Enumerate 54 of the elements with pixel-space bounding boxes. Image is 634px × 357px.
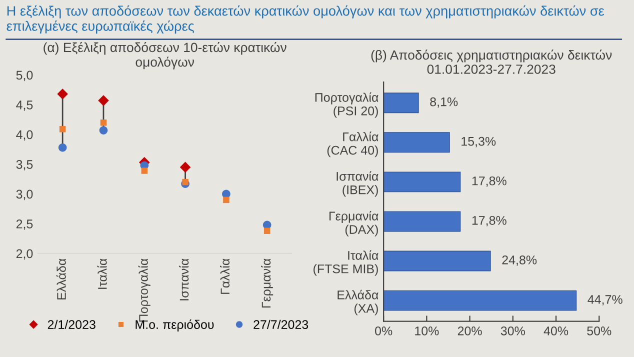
data-label: 24,8% bbox=[502, 256, 537, 266]
chart-title: (β) Αποδόσεις χρηματιστηριακών δεικτών 01.01.2023-27.7.2023 bbox=[371, 50, 612, 74]
y-tick-label: Πορτογαλία (PSI 20) bbox=[315, 92, 378, 118]
data-label: 17,8% bbox=[472, 216, 506, 226]
x-tick-label: 50% bbox=[587, 326, 612, 336]
point bbox=[223, 196, 230, 204]
y-tick-label: Γερμανία (DAX) bbox=[329, 210, 378, 236]
y-tick-label: 3,0 bbox=[16, 190, 33, 200]
point bbox=[57, 88, 68, 100]
bar bbox=[384, 290, 577, 311]
x-tick-label: Γερμανία bbox=[261, 258, 274, 308]
y-tick-label: 2,0 bbox=[16, 249, 33, 260]
x-tick-label: Ιταλία bbox=[97, 258, 107, 289]
x-tick-label: Ελλάδα bbox=[56, 258, 66, 300]
point bbox=[59, 126, 66, 132]
y-tick-label: 2,5 bbox=[16, 220, 33, 230]
point bbox=[98, 95, 109, 106]
data-label: 8,1% bbox=[430, 97, 458, 108]
y-tick-label: Ελλάδα (ΧΑ) bbox=[338, 290, 378, 316]
y-tick-label: Ισπανία (IBEX) bbox=[336, 171, 378, 197]
point bbox=[58, 143, 67, 152]
x-tick-label: 30% bbox=[500, 326, 525, 336]
y-tick-label: 3,5 bbox=[16, 160, 33, 170]
point bbox=[100, 119, 107, 126]
bar bbox=[384, 250, 491, 272]
point bbox=[180, 162, 191, 173]
x-tick-label: 10% bbox=[415, 326, 439, 336]
y-tick-label: Γαλλία (CAC 40) bbox=[327, 132, 378, 158]
y-tick-label: Ιταλία (FTSE MIB) bbox=[314, 250, 378, 276]
x-tick-label: 20% bbox=[458, 326, 482, 336]
data-label: 15,3% bbox=[462, 136, 496, 148]
point bbox=[182, 178, 188, 186]
point bbox=[264, 228, 270, 234]
legend-label: 2/1/2023 bbox=[48, 320, 96, 329]
x-tick-label: 40% bbox=[544, 326, 568, 336]
bar bbox=[384, 92, 419, 114]
y-tick-label: 4,5 bbox=[16, 100, 33, 111]
legend-label: 27/7/2023 bbox=[254, 320, 308, 329]
y-tick-label: 4,0 bbox=[16, 130, 33, 141]
y-tick-label: 5,0 bbox=[16, 70, 33, 82]
x-tick-label: Πορτογαλία bbox=[138, 258, 150, 322]
data-label: 17,8% bbox=[472, 176, 506, 187]
bar bbox=[384, 172, 461, 192]
chart-title: (α) Εξέλιξη αποδόσεων 10-ετών κρατικών ομολόγων bbox=[44, 42, 286, 70]
legend-label: Μ.ο. περιόδου bbox=[136, 319, 214, 332]
x-tick-label: 0% bbox=[375, 326, 392, 336]
x-tick-label: Γαλλία bbox=[220, 258, 230, 294]
data-label: 44,7% bbox=[588, 295, 622, 306]
point bbox=[99, 126, 108, 134]
text: Η εξέλιξη των αποδόσεων των δεκαετών κρατικών ομολόγων και των χρηματιστηριακών δεικτών σε επιλεγμένες ευρωπαϊκές χώρες bbox=[6, 5, 604, 34]
bar bbox=[384, 211, 461, 232]
x-tick-label: Ισπανία bbox=[179, 258, 189, 300]
point bbox=[141, 168, 148, 174]
bar bbox=[384, 132, 450, 153]
